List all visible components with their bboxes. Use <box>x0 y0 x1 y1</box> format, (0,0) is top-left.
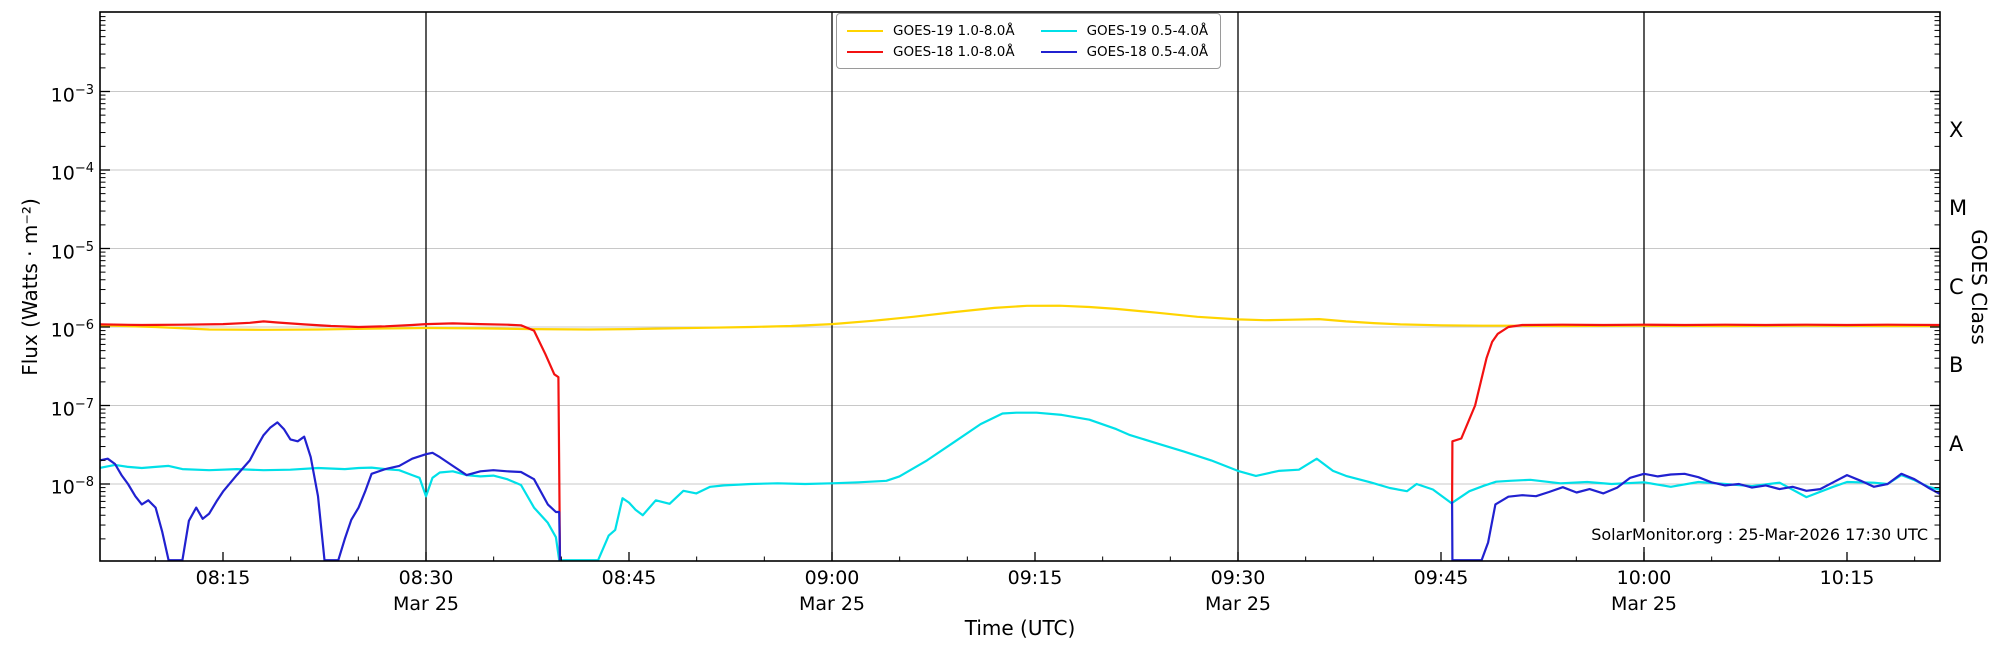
y-axis-title-flux: Flux (Watts · m⁻²) <box>18 198 42 376</box>
legend-line-swatch <box>847 29 883 32</box>
plot-border <box>99 11 1941 562</box>
x-tick-label: 09:30 <box>1210 567 1266 589</box>
series-line-goes-18-0-5-4-0- <box>100 421 562 561</box>
goes-class-letter-b: B <box>1949 353 1964 378</box>
legend-label: GOES-18 1.0-8.0Å <box>893 43 1015 60</box>
x-tick-date-label: Mar 25 <box>798 593 866 615</box>
goes-class-letter-c: C <box>1949 274 1964 299</box>
y-tick-label: 10−4 <box>50 161 94 185</box>
legend-label: GOES-18 0.5-4.0Å <box>1086 43 1209 60</box>
credit-text: SolarMonitor.org : 25-Mar-2026 17:30 UTC <box>1585 522 1934 547</box>
y-tick-label: 10−6 <box>50 318 94 342</box>
x-tick-date-label: Mar 25 <box>1204 593 1272 615</box>
x-tick-label: 09:15 <box>1007 567 1063 589</box>
legend-item: GOES-18 0.5-4.0Å <box>1040 41 1209 62</box>
x-tick-label: 09:00 <box>804 567 860 589</box>
legend: GOES-19 1.0-8.0Å GOES-18 1.0-8.0Å GOES-19 … <box>836 13 1222 69</box>
goes-class-letter-x: X <box>1949 117 1964 142</box>
series-line-goes-19-1-0-8-0- <box>100 304 1940 331</box>
series-line-goes-18-1-0-8-0- <box>1451 323 1940 502</box>
series-line-goes-18-0-5-4-0- <box>1451 472 1940 561</box>
legend-line-swatch <box>1040 29 1077 32</box>
series-group <box>100 304 1940 561</box>
x-tick-date-label: Mar 25 <box>1610 593 1678 615</box>
y-axis-title-goes-class: GOES Class <box>1967 229 1991 345</box>
x-tick-label: 08:45 <box>601 567 657 589</box>
legend-line-swatch <box>1040 50 1077 53</box>
series-line-goes-18-1-0-8-0- <box>100 320 562 561</box>
legend-label: GOES-19 0.5-4.0Å <box>1086 22 1209 39</box>
goes-class-letter-m: M <box>1949 196 1968 221</box>
y-tick-label: 10−8 <box>50 475 94 499</box>
x-axis-title-time: Time (UTC) <box>964 616 1076 640</box>
legend-item: GOES-19 1.0-8.0Å <box>847 20 1015 41</box>
y-tick-label: 10−7 <box>50 396 94 420</box>
goes-class-letter-a: A <box>1949 431 1964 456</box>
x-tick-label: 10:15 <box>1819 567 1875 589</box>
legend-line-swatch <box>847 50 883 53</box>
x-tick-label: 08:15 <box>195 567 251 589</box>
x-tick-label: 10:00 <box>1616 567 1672 589</box>
x-tick-label: 09:45 <box>1413 567 1469 589</box>
legend-item: GOES-19 0.5-4.0Å <box>1040 20 1209 41</box>
x-tick-date-label: Mar 25 <box>392 593 460 615</box>
legend-label: GOES-19 1.0-8.0Å <box>893 22 1015 39</box>
x-tick-label: 08:30 <box>398 567 454 589</box>
y-tick-label: 10−5 <box>50 239 94 263</box>
series-line-goes-19-0-5-4-0- <box>100 411 1940 561</box>
legend-item: GOES-18 1.0-8.0Å <box>847 41 1015 62</box>
y-tick-label: 10−3 <box>50 82 94 106</box>
